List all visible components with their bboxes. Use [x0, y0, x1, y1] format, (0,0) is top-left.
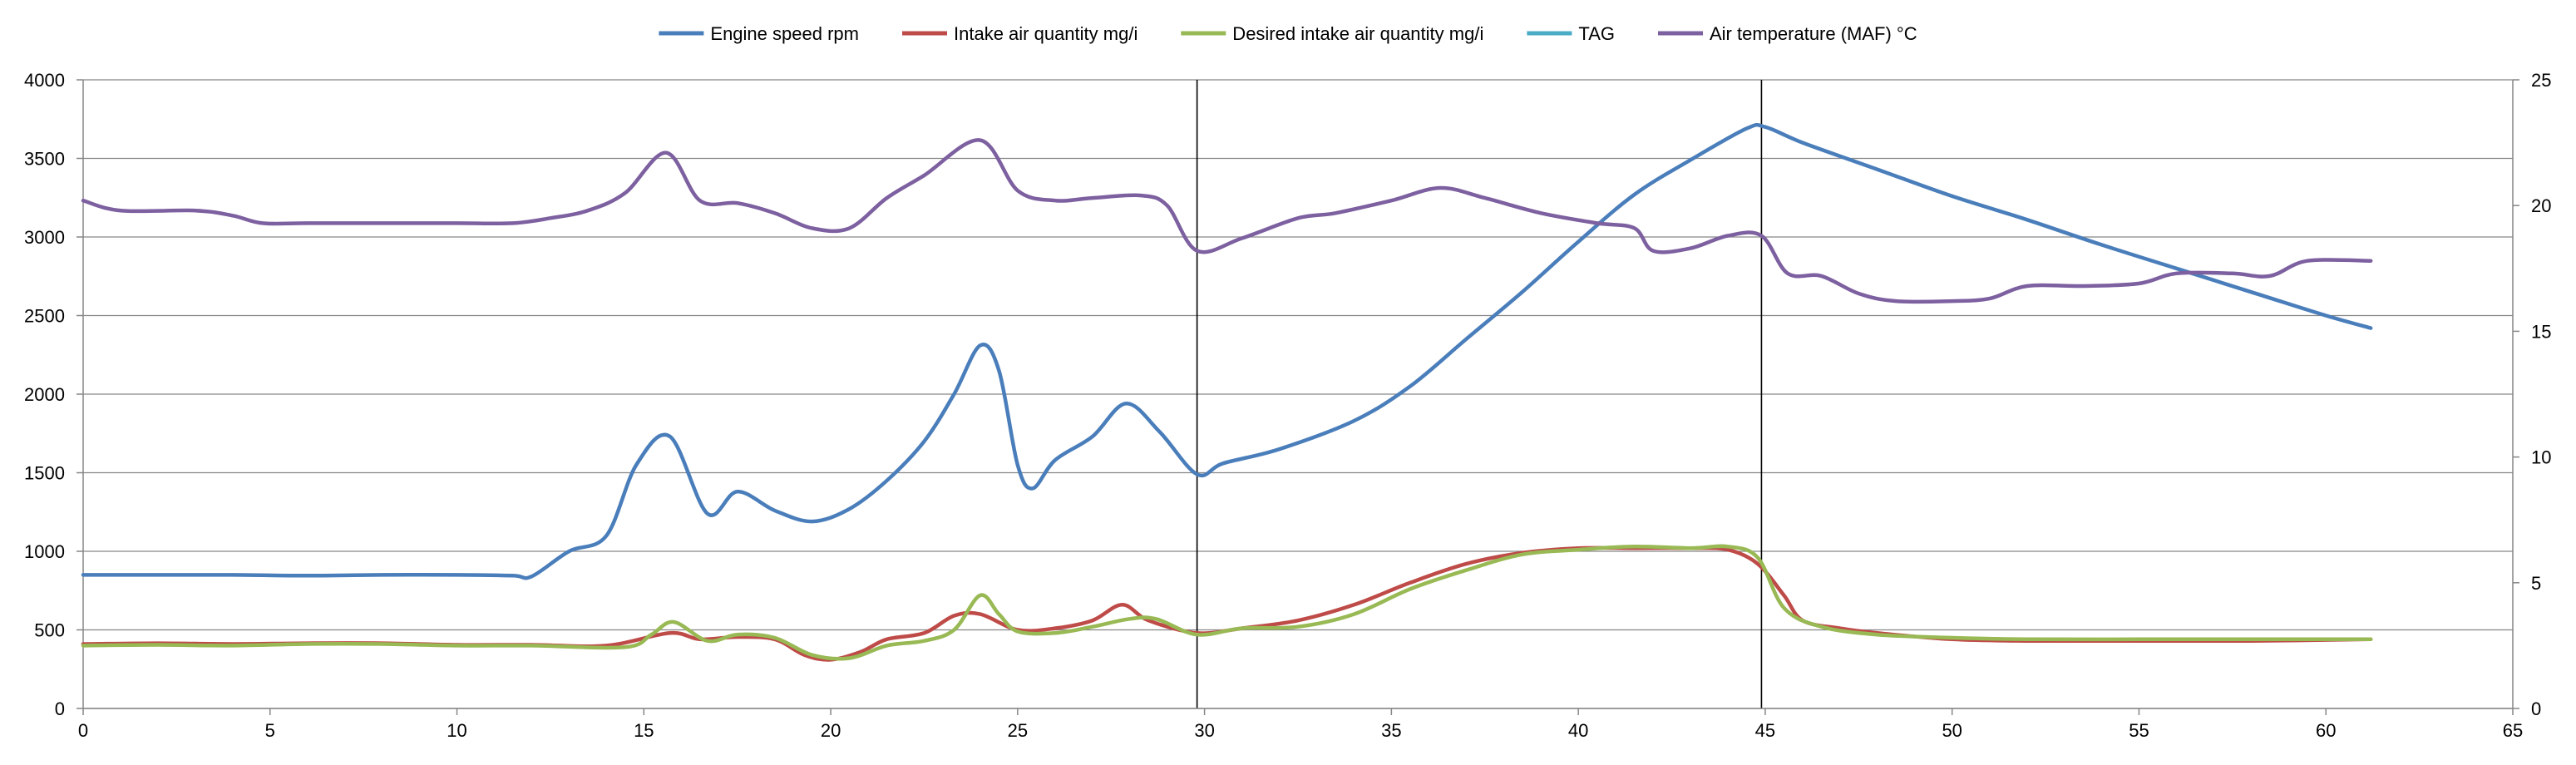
legend-label-1: Intake air quantity mg/i [954, 23, 1137, 44]
y-right-tick-label-3: 15 [2531, 321, 2551, 342]
legend-item-4: Air temperature (MAF) °C [1658, 23, 1917, 44]
y-right-tick-label-2: 10 [2531, 447, 2551, 468]
legend-label-4: Air temperature (MAF) °C [1710, 23, 1917, 44]
axes: 0 5 10 15 20 25 30 35 40 45 50 55 60 6505001000150020… [24, 70, 2551, 741]
x-tick-label-0: 0 [78, 720, 88, 741]
legend-item-2: Desired intake air quantity mg/i [1181, 23, 1483, 44]
gridlines [83, 79, 2513, 709]
y-right-tick-label-4: 20 [2531, 195, 2551, 216]
y-right-tick-label-1: 5 [2531, 573, 2541, 594]
y-left-tick-label-4: 2000 [24, 384, 65, 405]
y-left-tick-label-6: 3000 [24, 227, 65, 248]
x-tick-label-12: 60 [2316, 720, 2336, 741]
x-tick-label-7: 35 [1381, 720, 1401, 741]
y-right-tick-label-5: 25 [2531, 70, 2551, 91]
y-left-tick-label-8: 4000 [24, 70, 65, 91]
x-tick-label-10: 50 [1942, 720, 1962, 741]
x-tick-label-5: 25 [1008, 720, 1028, 741]
legend-item-3: TAG [1527, 23, 1615, 44]
series-line-4 [81, 138, 2373, 304]
x-tick-label-3: 15 [634, 720, 654, 741]
series-line-2 [81, 544, 2373, 661]
y-left-tick-label-0: 0 [55, 698, 65, 719]
legend-label-0: Engine speed rpm [710, 23, 859, 44]
y-left-tick-label-5: 2500 [24, 306, 65, 327]
x-tick-label-6: 30 [1194, 720, 1214, 741]
x-tick-label-4: 20 [821, 720, 841, 741]
series-lines [81, 122, 2373, 662]
x-tick-label-8: 40 [1568, 720, 1588, 741]
x-tick-label-13: 65 [2503, 720, 2523, 741]
x-tick-label-9: 45 [1755, 720, 1775, 741]
y-left-tick-label-2: 1000 [24, 541, 65, 562]
legend: Engine speed rpm Intake air quantity mg/i… [659, 23, 1917, 44]
legend-label-2: Desired intake air quantity mg/i [1232, 23, 1483, 44]
y-right-tick-label-0: 0 [2531, 698, 2541, 719]
legend-label-3: TAG [1578, 23, 1615, 44]
x-tick-label-1: 5 [265, 720, 275, 741]
legend-item-1: Intake air quantity mg/i [902, 23, 1137, 44]
series-line-1 [81, 545, 2373, 662]
y-left-tick-label-7: 3500 [24, 149, 65, 170]
y-left-tick-label-3: 1500 [24, 463, 65, 484]
legend-item-0: Engine speed rpm [659, 23, 859, 44]
x-tick-label-11: 55 [2129, 720, 2149, 741]
series-line-0 [81, 122, 2373, 580]
y-left-tick-label-1: 500 [34, 620, 65, 641]
x-tick-label-2: 10 [447, 720, 466, 741]
